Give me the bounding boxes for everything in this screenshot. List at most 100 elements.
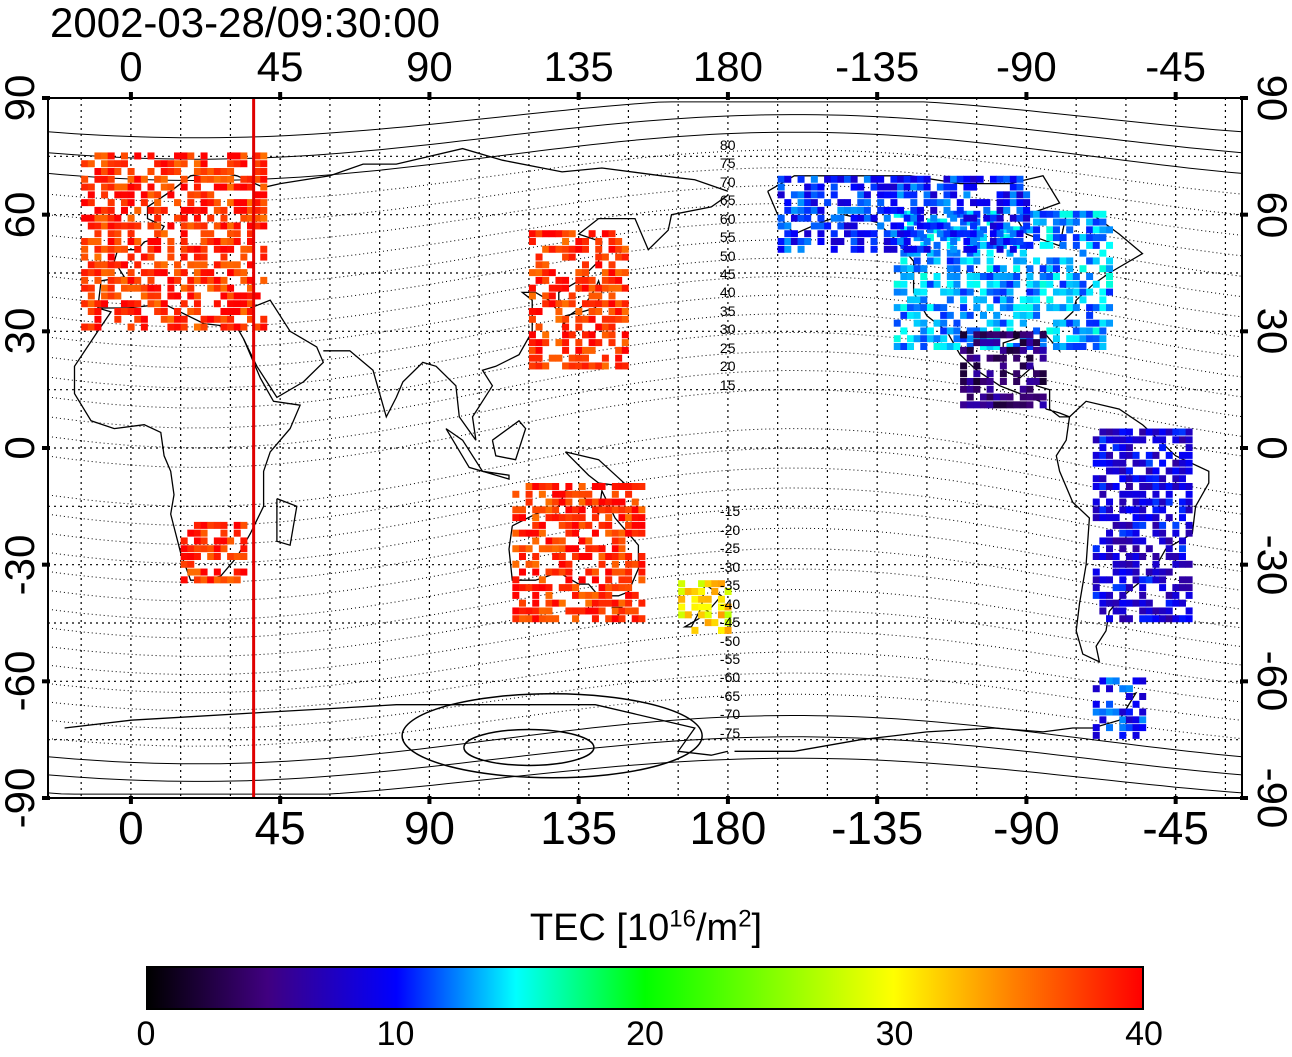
tec-cell: [979, 335, 987, 343]
tec-cell: [953, 234, 961, 242]
tec-cell: [601, 315, 609, 323]
tec-cell: [94, 253, 102, 261]
colorbar-title: TEC [1016/m2]: [529, 905, 763, 949]
tec-cell: [1079, 265, 1087, 273]
tec-cell: [180, 230, 188, 238]
tec-cell: [568, 230, 576, 238]
tec-cell: [220, 545, 228, 553]
tec-cell: [87, 183, 95, 191]
tec-cell: [890, 206, 898, 214]
tec-cell: [1019, 296, 1027, 304]
tec-cell: [101, 292, 109, 300]
tec-cell: [986, 265, 994, 273]
tec-cell: [1165, 553, 1173, 560]
tec-cell: [916, 214, 924, 222]
tec-cell: [996, 245, 1004, 253]
tec-cell: [1185, 584, 1193, 592]
tec-cell: [552, 615, 560, 623]
tec-cell: [1145, 545, 1153, 553]
tec-cell: [621, 245, 629, 253]
tec-cell: [989, 222, 997, 230]
tec-cell: [1119, 731, 1127, 739]
tec-cell: [518, 529, 526, 537]
lon-tick: [1024, 796, 1029, 804]
tec-cell: [993, 288, 1001, 296]
tec-cell: [956, 230, 964, 238]
tec-cell: [134, 308, 142, 315]
tec-cell: [1019, 257, 1027, 265]
tec-cell: [107, 199, 115, 207]
tec-cell: [1006, 343, 1014, 350]
tec-cell: [1139, 537, 1147, 545]
tec-cell: [999, 319, 1007, 327]
tec-cell: [797, 175, 805, 183]
tec-cell: [154, 206, 162, 214]
tec-cell: [154, 222, 162, 230]
tec-cell: [893, 319, 901, 327]
tec-cell: [618, 576, 626, 584]
tec-cell: [940, 288, 948, 296]
tec-cell: [986, 385, 994, 393]
tec-cell: [830, 245, 838, 253]
tec-cell: [1152, 490, 1160, 498]
tec-cell: [558, 537, 566, 545]
tec-cell: [220, 576, 228, 584]
tec-cell: [910, 199, 918, 207]
tec-cell: [588, 331, 596, 339]
tec-cell: [87, 222, 95, 230]
tec-cell: [913, 249, 921, 257]
tec-cell: [920, 273, 928, 280]
tec-cell: [615, 315, 623, 323]
tec-cell: [1185, 498, 1193, 506]
tec-cell: [1079, 280, 1087, 288]
colorbar: [146, 966, 1144, 1010]
tec-cell: [1092, 591, 1100, 599]
tec-cell: [1178, 506, 1186, 514]
tec-cell: [260, 199, 268, 207]
tec-cell: [870, 245, 878, 253]
tec-cell: [581, 354, 589, 362]
tec-cell: [1125, 475, 1133, 483]
tec-cell: [897, 183, 905, 191]
tec-cell: [260, 253, 268, 261]
tec-cell: [608, 300, 616, 308]
tec-cell: [1106, 514, 1114, 522]
tec-cell: [817, 214, 825, 222]
tec-cell: [180, 222, 188, 230]
tec-cell: [1052, 343, 1060, 350]
tec-cell: [240, 276, 248, 284]
tec-cell: [114, 315, 122, 323]
tec-cell: [127, 269, 135, 277]
tec-cell: [1039, 346, 1047, 354]
tec-cell: [1152, 498, 1160, 506]
left-lat-label-text: 0: [0, 436, 43, 460]
tec-cell: [1072, 327, 1080, 335]
tec-cell: [94, 276, 102, 284]
tec-cell: [999, 401, 1007, 409]
tec-cell: [1013, 265, 1021, 273]
tec-cell: [1132, 475, 1140, 483]
lon-tick: [875, 92, 880, 100]
tec-cell: [552, 483, 560, 490]
contour-label: -70: [719, 706, 741, 723]
tec-cell: [565, 607, 573, 615]
tec-cell: [1009, 214, 1017, 222]
tec-cell: [1172, 599, 1180, 607]
tec-cell: [213, 537, 221, 545]
tec-cell: [844, 230, 851, 238]
tec-cell: [1178, 560, 1186, 568]
tec-cell: [187, 529, 195, 537]
tec-cell: [1139, 716, 1147, 724]
tec-cell: [548, 292, 556, 300]
tec-cell: [993, 401, 1001, 409]
tec-cell: [920, 319, 928, 327]
tec-cell: [1059, 280, 1067, 288]
tec-cell: [140, 253, 148, 261]
tec-cell: [1026, 273, 1034, 280]
tec-cell: [512, 514, 520, 522]
tec-cell: [999, 288, 1007, 296]
tec-cell: [883, 245, 891, 253]
tec-cell: [817, 183, 825, 191]
tec-cell: [601, 300, 609, 308]
contour-label: 75: [719, 155, 736, 172]
